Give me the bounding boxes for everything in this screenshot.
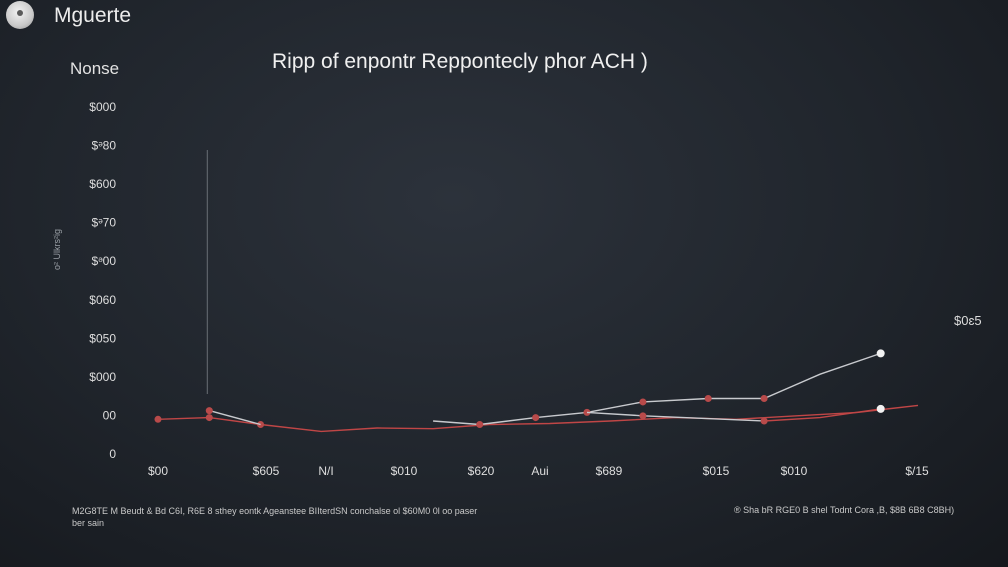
data-point: [532, 414, 540, 422]
x-tick-label: $015: [703, 464, 730, 478]
x-tick-label: $010: [781, 464, 808, 478]
footnote-left: M2G8TE M Beudt & Bd C6I, R6E 8 sthey eon…: [72, 506, 478, 528]
y-tick-label: $ᵊ80: [92, 139, 117, 153]
x-tick-label: $00: [148, 464, 168, 478]
data-point: [760, 394, 768, 402]
y-tick-label: $000: [89, 100, 116, 114]
y-tick-label: $050: [89, 331, 116, 345]
x-tick-label: $605: [253, 464, 280, 478]
y-tick-label: $ᵊ70: [92, 216, 117, 230]
data-point: [639, 412, 647, 420]
data-point: [205, 414, 213, 422]
end-point: [876, 349, 885, 358]
footnote-right: ® Sha bR RGE0 B shel Todnt Cora ,B, $8B …: [734, 505, 955, 515]
y-tick-label: $060: [89, 293, 116, 307]
data-point: [476, 421, 484, 429]
x-tick-label: $689: [596, 464, 623, 478]
y-tick-label: $000: [89, 370, 116, 384]
data-point: [639, 398, 647, 406]
series-line-0: [157, 404, 919, 433]
x-tick-label: $010: [391, 464, 418, 478]
chart-title: Ripp of enpontr Reppontecly phor ACH ): [272, 50, 648, 73]
app-title: Mguerte: [54, 4, 132, 27]
y-tick-label: 00: [103, 408, 117, 422]
top-bar: Mguerte: [0, 0, 1008, 34]
record-icon[interactable]: [6, 1, 34, 29]
x-tick-label: N/I: [318, 464, 333, 478]
data-point: [154, 415, 162, 423]
y-tick-label: $ᵊ00: [92, 254, 117, 268]
y-axis-label: Nonse: [70, 59, 120, 78]
data-point: [704, 394, 712, 402]
series-line-3: [586, 411, 765, 422]
data-point: [583, 408, 591, 416]
y-tick-label: $600: [89, 177, 116, 191]
x-tick-label: Aui: [531, 464, 548, 478]
x-tick-label: $620: [468, 464, 495, 478]
data-point: [760, 417, 768, 425]
series-line-2: [433, 352, 881, 426]
data-point: [205, 407, 213, 415]
end-point: [876, 404, 885, 413]
x-tick-label: $/15: [905, 464, 929, 478]
series-line-4: [764, 408, 881, 422]
end-value-label: $0ɛ5: [954, 313, 982, 328]
y-tick-label: 0: [109, 447, 116, 461]
series-line-1: [209, 409, 261, 426]
